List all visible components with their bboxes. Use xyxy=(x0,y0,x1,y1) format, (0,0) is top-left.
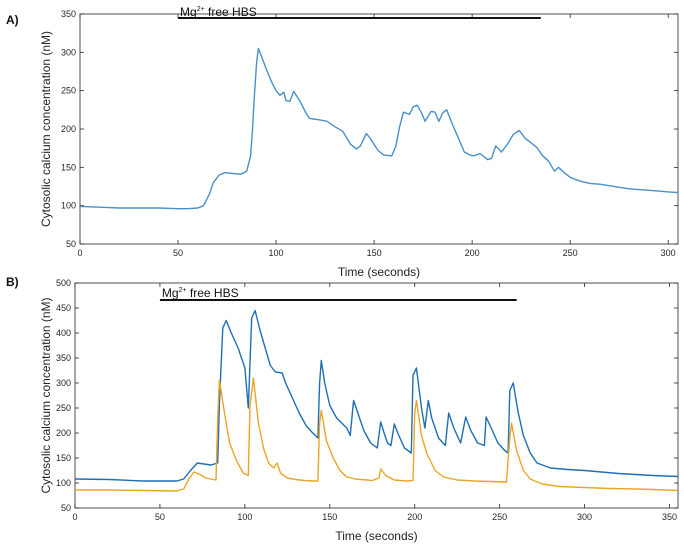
y-tick-label: 50 xyxy=(66,239,76,249)
x-tick-label: 150 xyxy=(322,512,337,522)
x-tick-label: 0 xyxy=(72,512,77,522)
y-tick-label: 200 xyxy=(56,428,71,438)
series-line-0 xyxy=(79,47,679,210)
y-tick-label: 300 xyxy=(56,378,71,388)
x-tick-label: 300 xyxy=(577,512,592,522)
y-tick-label: 300 xyxy=(61,47,76,57)
x-tick-label: 250 xyxy=(563,248,578,258)
y-tick-label: 500 xyxy=(56,278,71,288)
axes-frame xyxy=(79,13,679,245)
y-tick-label: 450 xyxy=(56,303,71,313)
x-tick-label: 200 xyxy=(407,512,422,522)
y-tick-label: 200 xyxy=(61,124,76,134)
y-tick-label: 100 xyxy=(61,201,76,211)
axes-frame xyxy=(74,282,679,509)
y-tick-label: 350 xyxy=(56,353,71,363)
x-tick-label: 100 xyxy=(269,248,284,258)
series-line-0 xyxy=(74,309,679,482)
y-tick-label: 250 xyxy=(56,403,71,413)
x-tick-label: 150 xyxy=(367,248,382,258)
x-tick-label: 100 xyxy=(237,512,252,522)
treatment-label: Mg2+ free HBS xyxy=(162,286,239,300)
treatment-label: Mg2+ free HBS xyxy=(180,5,257,19)
x-axis-label: Time (seconds) xyxy=(338,265,420,279)
y-tick-label: 150 xyxy=(56,453,71,463)
x-tick-label: 0 xyxy=(77,248,82,258)
y-tick-label: 150 xyxy=(61,162,76,172)
panel-label: B) xyxy=(6,275,19,289)
y-tick-label: 350 xyxy=(61,9,76,19)
series-line-1 xyxy=(75,377,679,492)
x-tick-label: 350 xyxy=(662,512,677,522)
chart-panel-0: 0 50 100 150 200 250 30050100150200250300350Ti… xyxy=(6,5,679,279)
y-tick-label: 400 xyxy=(56,328,71,338)
panel-label: A) xyxy=(6,13,19,27)
x-tick-label: 50 xyxy=(155,512,165,522)
chart-panel-1: 0 50 100 150 200 250 300 3505010015020025030035… xyxy=(6,275,679,543)
y-axis-label: Cytosolic calcium concentration (nM) xyxy=(39,297,53,493)
x-tick-label: 50 xyxy=(173,248,183,258)
y-tick-label: 50 xyxy=(61,503,71,513)
y-tick-label: 100 xyxy=(56,478,71,488)
x-axis-label: Time (seconds) xyxy=(335,529,417,543)
y-tick-label: 250 xyxy=(61,86,76,96)
x-tick-label: 200 xyxy=(465,248,480,258)
y-axis-label: Cytosolic calcium concentration (nM) xyxy=(39,31,53,227)
x-tick-label: 300 xyxy=(661,248,676,258)
x-tick-label: 250 xyxy=(492,512,507,522)
